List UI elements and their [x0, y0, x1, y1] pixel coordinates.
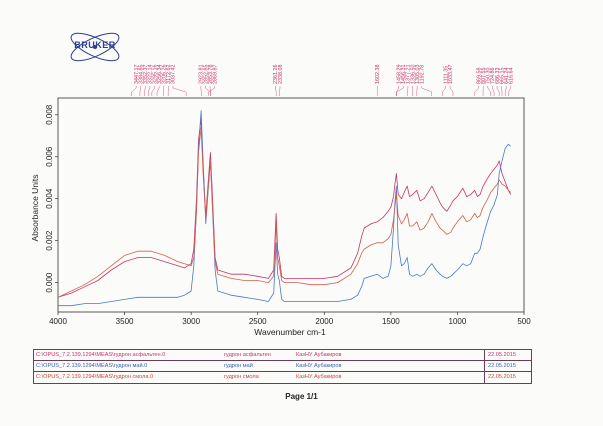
peak-leader — [396, 86, 399, 96]
peak-leader — [208, 86, 215, 96]
peak-leader — [279, 86, 281, 96]
bruker-logo-text: BRUKER — [74, 40, 116, 50]
page-number: Page 1/1 — [285, 392, 318, 401]
peak-leader — [492, 86, 495, 96]
peak-label: 616.64 — [509, 68, 515, 85]
peak-label: 1377.21 — [406, 65, 412, 85]
peak-leader — [474, 86, 479, 96]
peak-label: 2853.78 — [208, 65, 214, 85]
peak-label: 3384.85 — [139, 65, 145, 85]
peak-leader — [504, 86, 507, 96]
peak-label: 1111.35 — [443, 66, 449, 84]
peak-label: 3322.14 — [148, 65, 154, 85]
peak-label: 2923.81 — [199, 65, 205, 85]
legend-sample-name: гудрон смола — [224, 374, 259, 380]
peak-label: 641.24 — [504, 68, 510, 85]
spectrum-legend-table: C:\OPUS_7.2.139.1294\MEAS\гудрон асфальт… — [33, 349, 532, 384]
peak-label: 750.30 — [486, 68, 492, 85]
legend-date: 22.05.2015 — [484, 372, 529, 383]
legend-sample-name: гудрон май — [224, 363, 253, 369]
x-axis-title: Wavenumber cm-1 — [254, 327, 326, 337]
peak-leader — [172, 86, 187, 96]
peak-leader — [508, 86, 511, 96]
peak-label: 1602.38 — [375, 65, 381, 85]
legend-organization: КазНУ Аубакиров — [296, 374, 342, 380]
legend-date: 22.05.2015 — [484, 361, 529, 372]
peak-leader — [449, 86, 454, 96]
peak-leader — [139, 86, 141, 96]
peak-label: 665.15 — [499, 68, 505, 85]
y-tick-label: 0.000 — [45, 272, 54, 293]
x-tick-label: 1500 — [382, 317, 400, 326]
x-tick-label: 500 — [517, 317, 531, 326]
y-axis-title: Absorbance Units — [30, 174, 40, 241]
bruker-logo-icon — [70, 32, 120, 62]
peak-leader — [442, 86, 446, 96]
y-tick-label: 0.004 — [45, 188, 54, 209]
peak-label: 1305.03 — [415, 65, 421, 85]
peak-label: 869.58 — [476, 68, 482, 85]
series-lines — [57, 110, 512, 307]
peak-label: 2338.08 — [278, 65, 284, 85]
peak-label: 2852.85 — [203, 65, 209, 85]
peak-label: 2361.26 — [273, 65, 279, 85]
peak-label: 686.33 — [495, 68, 501, 85]
peak-leader — [407, 86, 409, 96]
peak-leader — [487, 86, 491, 96]
plot-frame — [57, 97, 525, 313]
legend-row: C:\OPUS_7.2.139.1294\MEAS\гудрон смола.0… — [34, 372, 531, 383]
peak-labels: 3447.173384.853352.373322.143295.163256.… — [131, 65, 515, 96]
x-tick-label: 1000 — [449, 317, 467, 326]
peak-leader — [131, 86, 137, 96]
legend-row: C:\OPUS_7.2.139.1294\MEAS\гудрон май.0 гу… — [34, 361, 531, 372]
x-tick-label: 2500 — [249, 317, 267, 326]
peak-label: 3352.37 — [143, 65, 149, 85]
x-tick-label: 3000 — [182, 317, 200, 326]
chart-frame — [57, 97, 525, 313]
legend-file-path: C:\OPUS_7.2.139.1294\MEAS\гудрон май.0 — [36, 363, 148, 369]
peak-leader — [275, 86, 277, 96]
peak-leader — [151, 86, 155, 96]
axis-ticks: 4000 3500 3000 2500 2000 1500 1000 500 0.000 0.00… — [45, 104, 531, 326]
peak-leader — [144, 86, 146, 96]
x-tick-label: 2000 — [315, 317, 333, 326]
peak-label: 1336.50 — [410, 65, 416, 85]
peak-label: 807.55 — [481, 68, 487, 85]
peak-label: 724.86 — [490, 68, 496, 85]
y-tick-label: 0.008 — [45, 104, 54, 125]
legend-file-path: C:\OPUS_7.2.139.1294\MEAS\гудрон асфальт… — [36, 352, 166, 358]
peak-label: 1458.29 — [397, 65, 403, 85]
peak-leader — [209, 86, 211, 96]
series-line — [57, 118, 512, 298]
peak-label: 3037.42 — [171, 65, 177, 85]
peak-label: 3206.26 — [162, 65, 168, 85]
series-line — [57, 127, 511, 298]
peak-label: 1456.31 — [401, 65, 407, 85]
peak-label: 3447.17 — [134, 65, 140, 85]
peak-label: 1192.78 — [420, 65, 426, 84]
peak-label: 2869.87 — [212, 65, 218, 85]
series-line — [58, 110, 511, 307]
peak-label: 1033.47 — [448, 65, 454, 85]
peak-label: 3172.62 — [166, 65, 172, 85]
peak-label: 3256.34 — [157, 65, 163, 85]
peak-leader — [148, 86, 151, 96]
peak-label: 3295.16 — [152, 65, 158, 85]
legend-organization: КазНУ Аубакиров — [296, 352, 342, 358]
y-tick-label: 0.002 — [45, 230, 54, 251]
legend-row: C:\OPUS_7.2.139.1294\MEAS\гудрон асфальт… — [34, 350, 531, 361]
legend-organization: КазНУ Аубакиров — [296, 363, 342, 369]
x-tick-label: 3500 — [116, 317, 134, 326]
peak-leader — [396, 86, 404, 96]
peak-leader — [156, 86, 160, 96]
legend-sample-name: гудрон асфальтен — [224, 352, 271, 358]
x-tick-label: 4000 — [49, 317, 67, 326]
peak-leader — [421, 86, 432, 96]
peak-leader — [496, 86, 500, 96]
legend-date: 22.05.2015 — [484, 350, 529, 361]
y-tick-label: 0.006 — [45, 146, 54, 167]
legend-file-path: C:\OPUS_7.2.139.1294\MEAS\гудрон смола.0 — [36, 374, 154, 380]
